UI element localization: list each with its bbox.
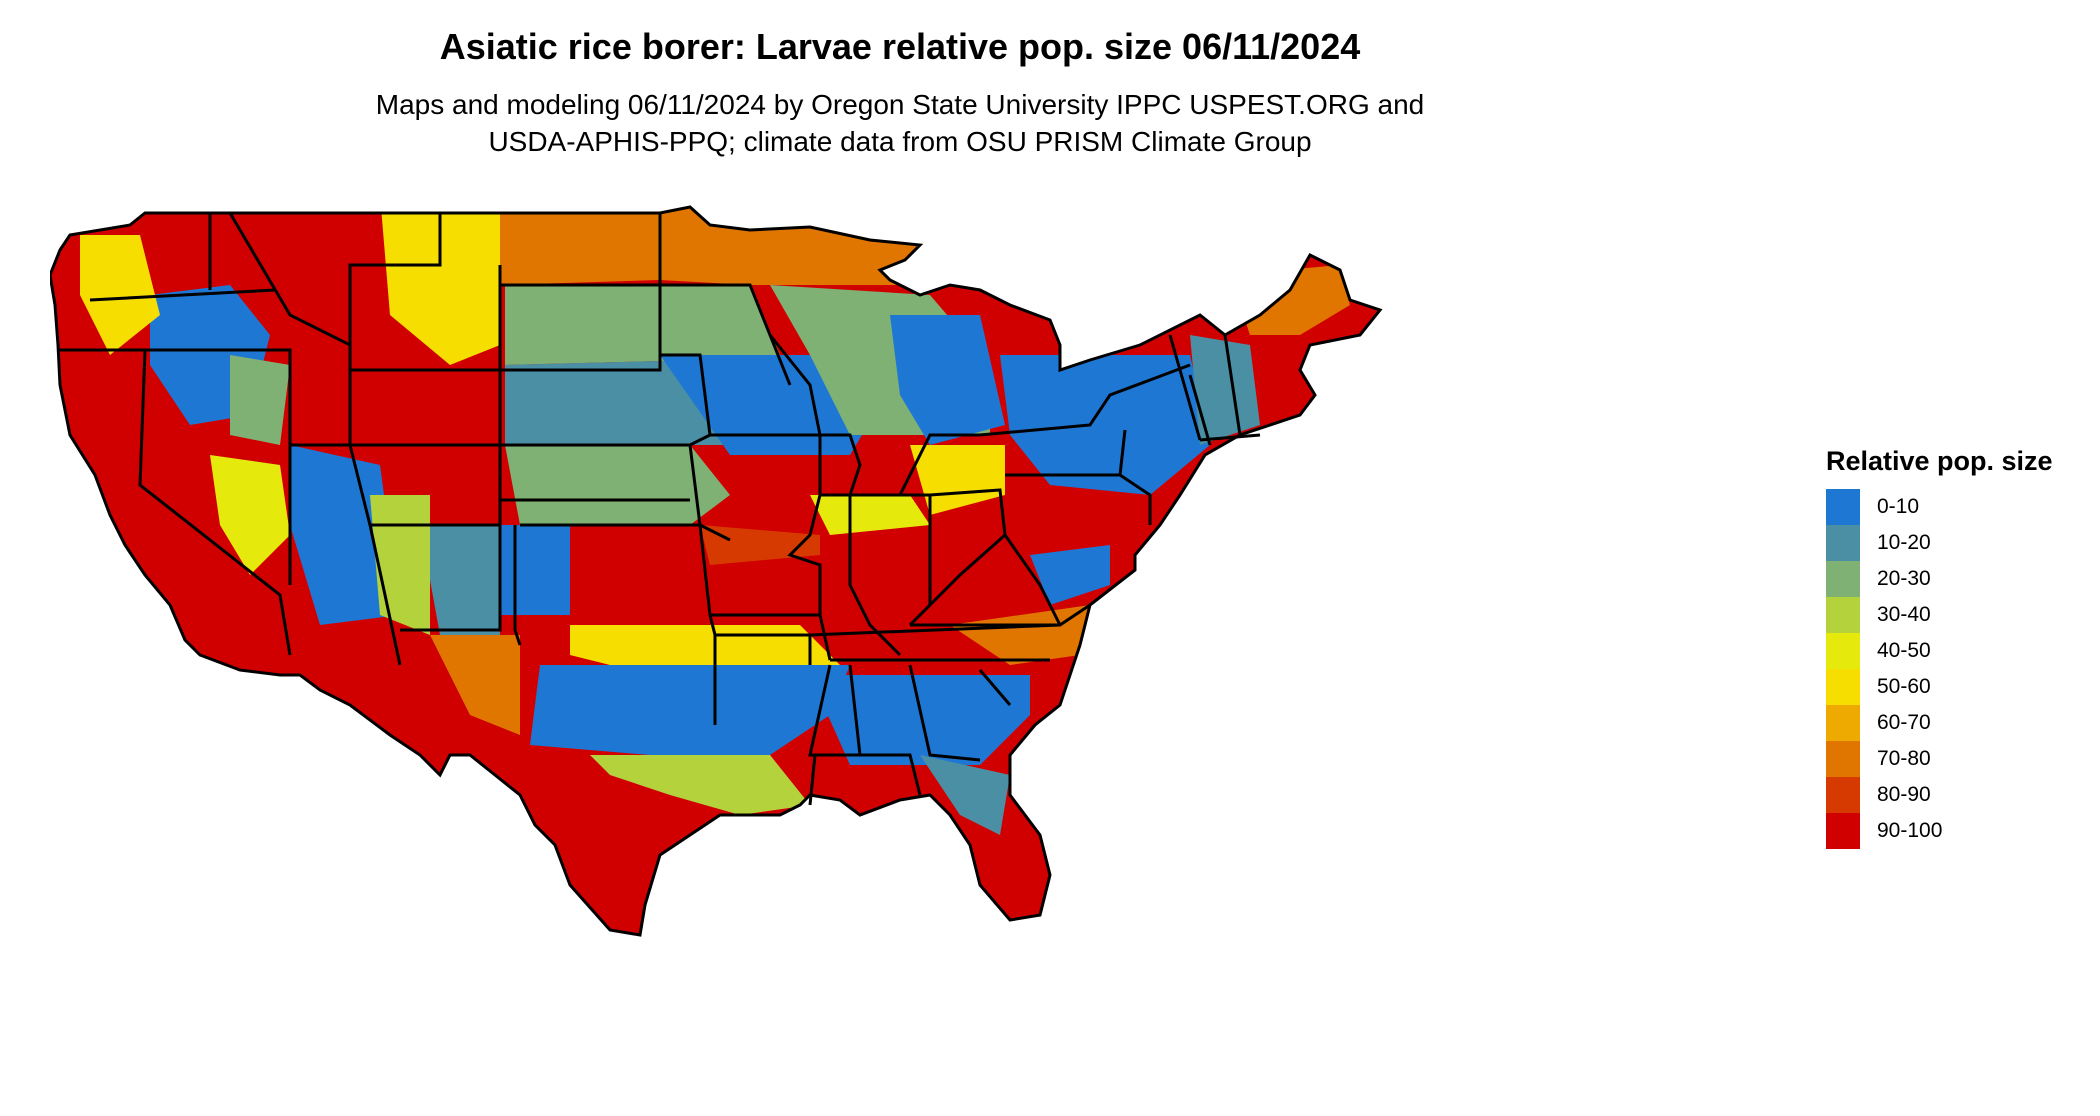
subtitle-line-1: Maps and modeling 06/11/2024 by Oregon S… — [375, 89, 1425, 120]
map-region — [1190, 335, 1260, 445]
legend-items: 0-10 10-20 20-30 30-40 40-50 50-60 60-70 70-80 8… — [1826, 489, 2053, 849]
map-region — [290, 445, 400, 625]
map-region — [230, 355, 290, 445]
legend-item: 30-40 — [1826, 597, 2053, 633]
map-region — [890, 315, 1005, 445]
legend-swatch — [1826, 489, 1860, 525]
legend-swatch — [1826, 561, 1860, 597]
map-region — [505, 285, 780, 365]
map-region — [950, 605, 1090, 665]
legend-item: 40-50 — [1826, 633, 2053, 669]
legend-item: 60-70 — [1826, 705, 2053, 741]
map-region — [1000, 355, 1210, 495]
map-title: Asiatic rice borer: Larvae relative pop.… — [439, 26, 1361, 67]
map-region — [420, 525, 500, 635]
map-region — [430, 635, 520, 735]
legend-label: 0-10 — [1877, 495, 1920, 518]
legend-item: 80-90 — [1826, 777, 2053, 813]
legend-swatch — [1826, 525, 1860, 561]
legend-swatch — [1826, 777, 1860, 813]
legend-swatch — [1826, 633, 1860, 669]
legend-item: 0-10 — [1826, 489, 2053, 525]
legend-label: 40-50 — [1877, 639, 1931, 662]
legend-item: 20-30 — [1826, 561, 2053, 597]
map-region — [80, 235, 160, 355]
legend-item: 90-100 — [1826, 813, 2053, 849]
map-region — [590, 755, 810, 815]
map-region — [570, 625, 840, 675]
legend-label: 30-40 — [1877, 603, 1931, 626]
map-region — [1030, 545, 1110, 605]
map-region — [505, 445, 730, 525]
legend-item: 70-80 — [1826, 741, 2053, 777]
map-region — [530, 665, 850, 755]
legend-label: 70-80 — [1877, 747, 1931, 770]
legend-label: 60-70 — [1877, 711, 1931, 734]
legend-item: 50-60 — [1826, 669, 2053, 705]
legend-label: 90-100 — [1877, 819, 1943, 842]
legend: Relative pop. size 0-10 10-20 20-30 30-40 40… — [1826, 446, 2053, 849]
legend-swatch — [1826, 705, 1860, 741]
map-subtitle: Maps and modeling 06/11/2024 by Oregon S… — [0, 86, 1800, 160]
map-region — [210, 455, 290, 575]
map-region — [910, 445, 1005, 515]
subtitle-line-2: USDA-APHIS-PPQ; climate data from OSU PR… — [488, 126, 1312, 157]
legend-label: 20-30 — [1877, 567, 1931, 590]
legend-label: 10-20 — [1877, 531, 1931, 554]
legend-swatch — [1826, 813, 1860, 849]
map-region — [810, 495, 930, 535]
map-region — [810, 675, 1030, 765]
legend-swatch — [1826, 597, 1860, 633]
map-region — [920, 755, 1010, 835]
legend-title: Relative pop. size — [1826, 446, 2053, 476]
us-population-map — [50, 205, 1383, 937]
legend-item: 10-20 — [1826, 525, 2053, 561]
map-region — [380, 207, 500, 365]
legend-swatch — [1826, 669, 1860, 705]
legend-label: 80-90 — [1877, 783, 1931, 806]
state-boundaries — [50, 205, 1383, 937]
legend-swatch — [1826, 741, 1860, 777]
legend-label: 50-60 — [1877, 675, 1931, 698]
map-region — [500, 525, 570, 615]
us-outline — [50, 205, 1383, 937]
